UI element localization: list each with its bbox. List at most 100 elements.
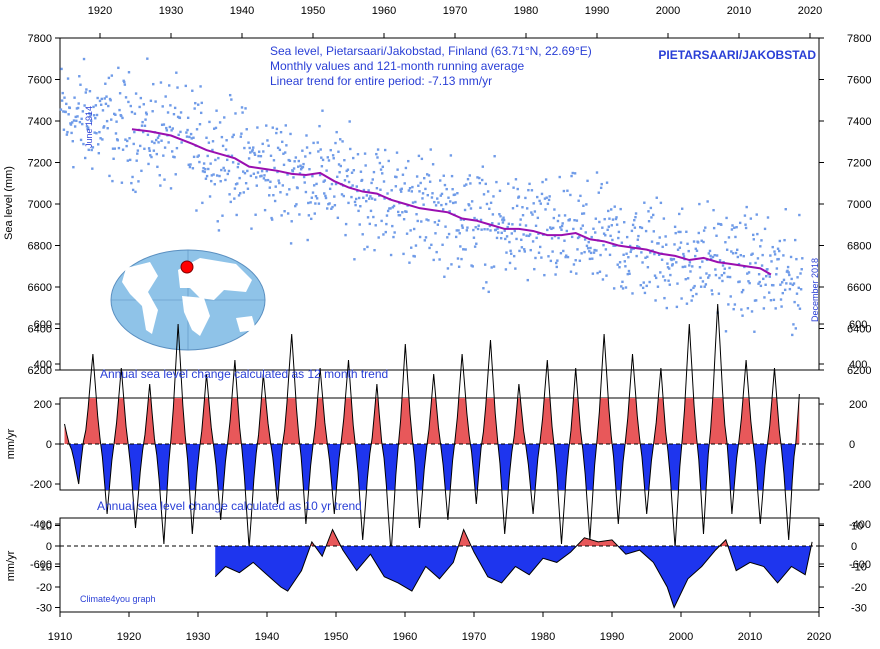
monthly-point xyxy=(401,173,405,176)
monthly-point xyxy=(787,271,790,274)
monthly-point xyxy=(338,171,341,174)
monthly-point xyxy=(279,130,283,134)
monthly-point xyxy=(233,197,236,200)
monthly-point xyxy=(603,217,606,221)
monthly-point xyxy=(177,133,180,137)
monthly-point xyxy=(481,178,484,182)
monthly-point xyxy=(225,139,228,142)
monthly-point xyxy=(157,134,161,137)
monthly-point xyxy=(435,250,438,254)
monthly-point xyxy=(143,147,146,151)
monthly-point xyxy=(499,237,503,240)
continent-africa xyxy=(182,296,210,336)
panel3-right-tick-label: 0 xyxy=(851,541,857,553)
monthly-point xyxy=(143,124,147,128)
monthly-point xyxy=(754,299,758,302)
monthly-point xyxy=(278,148,282,152)
monthly-point xyxy=(576,248,579,251)
monthly-point xyxy=(164,95,167,98)
monthly-point xyxy=(354,197,358,201)
monthly-point xyxy=(290,220,293,223)
monthly-point xyxy=(341,140,344,143)
monthly-point xyxy=(212,127,216,130)
monthly-point xyxy=(640,226,644,230)
monthly-point xyxy=(97,143,100,146)
monthly-point xyxy=(568,218,571,221)
monthly-point xyxy=(118,92,122,95)
monthly-point xyxy=(739,253,742,257)
monthly-point xyxy=(701,260,704,263)
monthly-point xyxy=(480,228,483,231)
monthly-point xyxy=(600,182,603,186)
monthly-point xyxy=(262,150,265,153)
monthly-point xyxy=(759,245,762,248)
monthly-point xyxy=(232,133,235,137)
monthly-point xyxy=(374,224,377,227)
monthly-point xyxy=(720,274,724,277)
monthly-point xyxy=(136,149,140,152)
monthly-point xyxy=(405,232,409,235)
monthly-point xyxy=(224,148,228,151)
monthly-point xyxy=(486,190,490,193)
monthly-point xyxy=(277,179,280,182)
monthly-point xyxy=(618,266,621,269)
monthly-point xyxy=(368,197,371,200)
monthly-point xyxy=(272,159,276,162)
monthly-point xyxy=(423,176,426,180)
monthly-point xyxy=(195,209,198,212)
monthly-point xyxy=(665,243,668,246)
monthly-point xyxy=(123,83,127,86)
monthly-point xyxy=(223,116,226,119)
monthly-point xyxy=(678,212,681,216)
monthly-point xyxy=(731,224,734,227)
monthly-point xyxy=(330,182,334,186)
monthly-point xyxy=(463,208,467,212)
monthly-point xyxy=(238,176,241,180)
monthly-point xyxy=(81,122,84,126)
monthly-point xyxy=(507,222,511,226)
monthly-point xyxy=(579,194,582,198)
panel1-right-tick-label: 7600 xyxy=(847,75,871,87)
monthly-point xyxy=(679,230,682,234)
top-x-tick-label: 1970 xyxy=(443,5,467,17)
panel2-ylabel: mm/yr xyxy=(5,428,17,459)
monthly-point xyxy=(569,193,572,197)
monthly-point xyxy=(368,222,371,226)
monthly-point xyxy=(89,119,93,122)
monthly-point xyxy=(508,240,511,244)
monthly-point xyxy=(253,151,256,155)
monthly-point xyxy=(191,167,195,170)
monthly-point xyxy=(417,154,421,158)
monthly-point xyxy=(658,236,661,239)
monthly-point xyxy=(436,223,440,226)
monthly-point xyxy=(736,255,740,259)
monthly-point xyxy=(410,190,414,193)
monthly-point xyxy=(628,244,632,248)
monthly-point xyxy=(584,231,587,234)
monthly-point xyxy=(209,162,212,165)
monthly-point xyxy=(674,231,677,235)
monthly-point xyxy=(254,213,257,216)
monthly-point xyxy=(298,213,301,216)
monthly-point xyxy=(216,220,219,223)
top-x-tick-label: 2000 xyxy=(656,5,680,17)
monthly-point xyxy=(643,291,647,295)
monthly-point xyxy=(230,98,233,101)
monthly-point xyxy=(565,254,568,257)
monthly-point xyxy=(783,238,786,242)
monthly-point xyxy=(379,168,383,171)
panel2-left-tick-label: -200 xyxy=(30,479,52,491)
monthly-point xyxy=(631,292,634,295)
monthly-point xyxy=(598,270,602,273)
monthly-point xyxy=(339,164,343,168)
monthly-point xyxy=(312,141,315,145)
monthly-point xyxy=(523,250,527,253)
monthly-point xyxy=(690,299,693,302)
monthly-point xyxy=(647,220,651,223)
monthly-point xyxy=(466,177,470,181)
monthly-point xyxy=(511,223,514,226)
monthly-point xyxy=(448,210,451,213)
monthly-point xyxy=(74,115,77,119)
monthly-point xyxy=(725,248,729,251)
monthly-point xyxy=(317,150,320,153)
